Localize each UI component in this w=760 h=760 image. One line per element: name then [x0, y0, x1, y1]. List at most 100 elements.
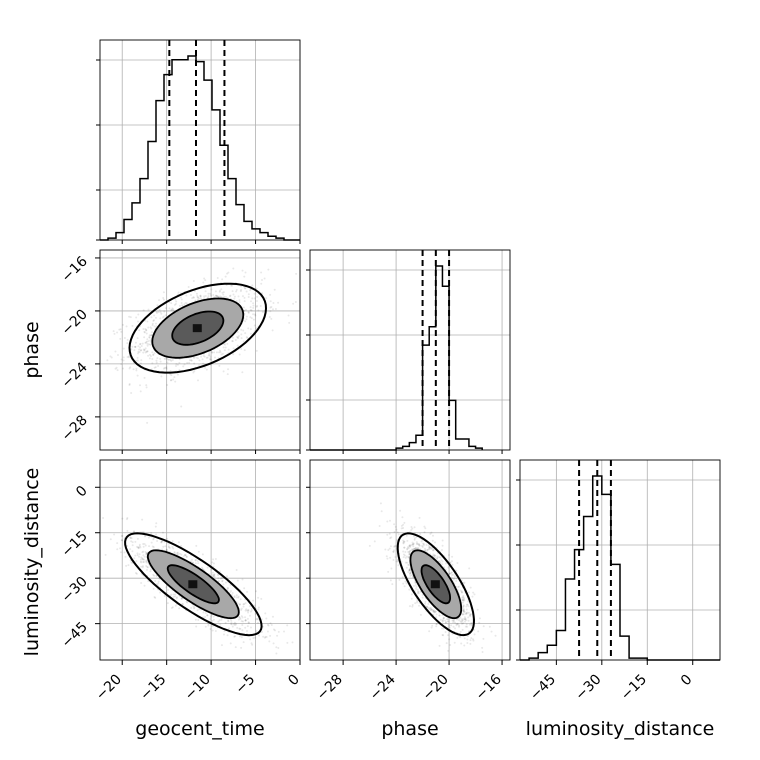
panel-phase-vs-luminosity-distance-sample-point — [415, 547, 418, 550]
panel-phase-vs-luminosity-distance-sample-point — [413, 537, 416, 540]
panel-geocent-time-vs-luminosity-distance-sample-point — [138, 545, 141, 548]
panel-geocent-time-vs-phase-sample-point — [157, 364, 160, 367]
panel-geocent-time-vs-phase-sample-point — [240, 337, 243, 340]
panel-geocent-time-vs-luminosity-distance-sample-point — [233, 623, 236, 626]
panel-geocent-time-vs-phase-sample-point — [150, 327, 153, 330]
panel-geocent-time-vs-phase-sample-point — [145, 340, 148, 343]
panel-phase-vs-luminosity-distance-sample-point — [412, 542, 415, 545]
panel-phase-vs-luminosity-distance-sample-point — [433, 611, 436, 614]
panel-phase-vs-luminosity-distance-sample-point — [444, 562, 447, 565]
panel-geocent-time-vs-phase-sample-point — [221, 278, 224, 281]
panel-phase-vs-luminosity-distance-sample-point — [426, 605, 429, 608]
panel-geocent-time-vs-phase-sample-point — [174, 380, 177, 383]
panel-phase-vs-luminosity-distance-sample-point — [466, 603, 469, 606]
panel-geocent-time-vs-phase-sample-point — [220, 295, 223, 298]
panel-geocent-time-vs-phase-sample-point — [187, 285, 190, 288]
panel-phase-vs-luminosity-distance-sample-point — [407, 569, 410, 572]
panel-phase-vs-luminosity-distance-sample-point — [411, 604, 414, 607]
panel-geocent-time-vs-luminosity-distance-sample-point — [197, 562, 200, 565]
panel-geocent-time-vs-luminosity-distance-sample-point — [152, 587, 155, 590]
panel-phase-vs-luminosity-distance-sample-point — [411, 527, 414, 530]
ytick-label-luminosity-distance-1: −30 — [59, 574, 91, 606]
panel-phase-vs-luminosity-distance-sample-point — [431, 547, 434, 550]
panel-geocent-time-vs-luminosity-distance-sample-point — [238, 627, 241, 630]
panel-phase-vs-luminosity-distance-sample-point — [439, 561, 442, 564]
panel-geocent-time-vs-luminosity-distance-sample-point — [167, 546, 170, 549]
panel-geocent-time-vs-luminosity-distance-sample-point — [219, 623, 222, 626]
panel-phase-vs-luminosity-distance-sample-point — [407, 563, 410, 566]
panel-geocent-time-vs-phase-sample-point — [204, 366, 207, 369]
panel-geocent-time-vs-phase-sample-point — [143, 330, 146, 333]
panel-geocent-time-vs-luminosity-distance-sample-point — [240, 636, 243, 639]
panel-geocent-time-vs-phase-sample-point — [147, 354, 150, 357]
panel-geocent-time-vs-phase-sample-point — [156, 304, 159, 307]
panel-phase-vs-luminosity-distance-sample-point — [464, 625, 467, 628]
panel-geocent-time-vs-luminosity-distance-sample-point — [185, 555, 188, 558]
panel-phase-vs-luminosity-distance-sample-point — [417, 591, 420, 594]
panel-phase-vs-luminosity-distance-sample-point — [448, 624, 451, 627]
panel-phase-vs-luminosity-distance-sample-point — [424, 602, 427, 605]
panel-phase-vs-luminosity-distance-sample-point — [408, 568, 411, 571]
panel-geocent-time-vs-luminosity-distance-sample-point — [134, 540, 137, 543]
panel-phase-vs-luminosity-distance-sample-point — [408, 544, 411, 547]
panel-geocent-time-vs-phase-sample-point — [114, 367, 117, 370]
panel-geocent-time-vs-phase-sample-point — [151, 322, 154, 325]
panel-geocent-time-vs-luminosity-distance-sample-point — [238, 615, 241, 618]
panel-geocent-time-vs-luminosity-distance-sample-point — [246, 625, 249, 628]
panel-phase-vs-luminosity-distance-sample-point — [428, 547, 431, 550]
panel-phase-vs-luminosity-distance-sample-point — [482, 637, 485, 640]
panel-geocent-time-vs-luminosity-distance-sample-point — [255, 618, 258, 621]
panel-phase-vs-luminosity-distance-sample-point — [408, 544, 411, 547]
panel-geocent-time-vs-phase-sample-point — [231, 290, 234, 293]
panel-geocent-time-vs-luminosity-distance-sample-point — [140, 561, 143, 564]
histogram-layer — [100, 40, 720, 661]
panel-geocent-time-vs-phase-sample-point — [150, 334, 153, 337]
panel-geocent-time-vs-phase-sample-point — [238, 299, 241, 302]
panel-geocent-time-vs-phase-sample-point — [255, 349, 258, 352]
hist-panel-geocent-time-frame — [99, 39, 301, 241]
panel-geocent-time-vs-phase-sample-point — [200, 297, 203, 300]
panel-phase-vs-luminosity-distance-sample-point — [461, 619, 464, 622]
panel-geocent-time-vs-phase-sample-point — [136, 320, 139, 323]
panel-phase-vs-luminosity-distance-sample-point — [439, 618, 442, 621]
panel-geocent-time-vs-phase-sample-point — [199, 294, 202, 297]
panel-geocent-time-vs-luminosity-distance-sample-point — [154, 580, 157, 583]
panel-phase-vs-luminosity-distance-sample-point — [404, 580, 407, 583]
panel-geocent-time-vs-luminosity-distance-sample-point — [269, 634, 272, 637]
panel-geocent-time-vs-luminosity-distance-sample-point — [230, 623, 233, 626]
panel-geocent-time-vs-phase-sample-point — [196, 294, 199, 297]
panel-geocent-time-vs-luminosity-distance-sample-point — [154, 596, 157, 599]
panel-geocent-time-vs-phase-sample-point — [192, 296, 195, 299]
panel-geocent-time-vs-phase-sample-point — [138, 351, 141, 354]
panel-phase-vs-luminosity-distance-sample-point — [461, 599, 464, 602]
panel-phase-vs-luminosity-distance-sample-point — [465, 623, 468, 626]
panel-geocent-time-vs-phase-sample-point — [217, 295, 220, 298]
panel-geocent-time-vs-phase-sample-point — [176, 363, 179, 366]
panel-phase-vs-luminosity-distance-sample-point — [413, 538, 416, 541]
panel-phase-vs-luminosity-distance-sample-point — [463, 599, 466, 602]
panel-geocent-time-vs-phase-sample-point — [151, 351, 154, 354]
panel-geocent-time-vs-phase-sample-point — [139, 349, 142, 352]
xtick-label-luminosity-distance-1: −30 — [572, 672, 604, 704]
panel-geocent-time-vs-luminosity-distance-sample-point — [222, 633, 225, 636]
panel-geocent-time-vs-phase-sample-point — [259, 305, 262, 307]
panel-geocent-time-vs-luminosity-distance-sample-point — [230, 619, 233, 622]
panel-geocent-time-vs-phase-sample-point — [213, 296, 216, 299]
panel-geocent-time-vs-phase-sample-point — [252, 306, 255, 309]
panel-geocent-time-vs-phase-sample-point — [193, 362, 196, 365]
panel-phase-vs-luminosity-distance-sample-point — [466, 641, 469, 644]
panel-geocent-time-vs-phase-sample-point — [177, 291, 180, 294]
panel-phase-vs-luminosity-distance-sample-point — [433, 611, 436, 614]
panel-geocent-time-vs-luminosity-distance-sample-point — [209, 628, 212, 631]
panel-geocent-time-vs-phase-sample-point — [149, 343, 152, 346]
panel-phase-vs-luminosity-distance-sample-point — [444, 630, 447, 633]
panel-geocent-time-vs-luminosity-distance-sample-point — [141, 518, 144, 521]
panel-geocent-time-vs-phase-sample-point — [188, 361, 191, 364]
panel-geocent-time-vs-phase-sample-point — [202, 354, 205, 357]
panel-geocent-time-vs-luminosity-distance-sample-point — [130, 537, 133, 540]
panel-geocent-time-vs-phase-sample-point — [149, 355, 152, 358]
panel-geocent-time-vs-phase-sample-point — [232, 293, 235, 296]
panel-phase-vs-luminosity-distance-sample-point — [423, 525, 426, 528]
panel-phase-vs-luminosity-distance-sample-point — [466, 603, 469, 606]
panel-geocent-time-vs-luminosity-distance-sample-point — [243, 603, 246, 606]
